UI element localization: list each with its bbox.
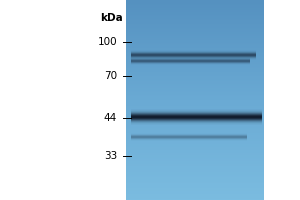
Text: kDa: kDa xyxy=(100,13,123,23)
Text: 100: 100 xyxy=(98,37,117,47)
Text: 70: 70 xyxy=(104,71,117,81)
Text: 33: 33 xyxy=(104,151,117,161)
Text: 44: 44 xyxy=(104,113,117,123)
